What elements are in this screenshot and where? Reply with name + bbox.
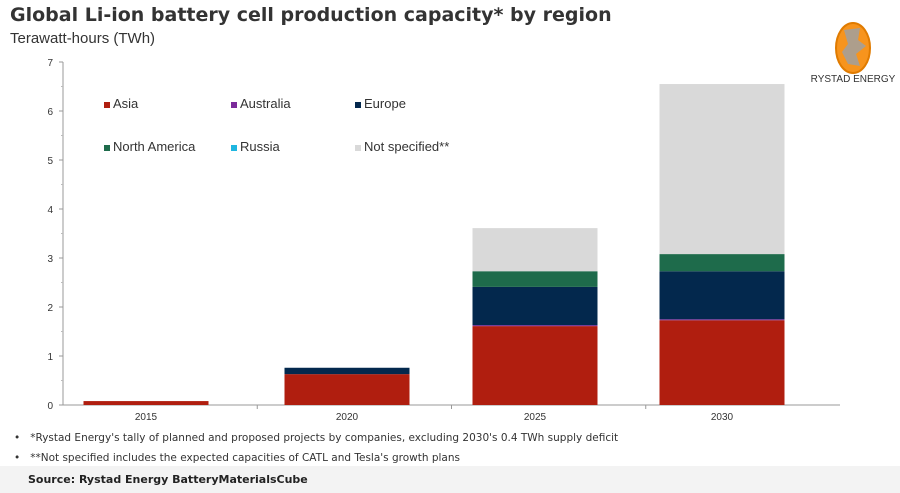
bar-not-specified--2025 [472, 228, 598, 272]
legend-label: North America [113, 139, 196, 154]
bar-australia-2025 [472, 325, 598, 327]
footer-band [0, 466, 900, 493]
footnote-1-text: *Rystad Energy's tally of planned and pr… [30, 432, 619, 444]
chart-subtitle: Terawatt-hours (TWh) [10, 30, 156, 47]
legend-label: Australia [240, 96, 291, 111]
footnote-2: • **Not specified includes the expected … [14, 452, 460, 464]
legend-swatch [104, 102, 110, 108]
bar-asia-2025 [472, 326, 598, 405]
rystad-logo-icon [835, 22, 871, 74]
legend-label: Not specified** [364, 139, 449, 154]
bar-north-america-2025 [472, 271, 598, 287]
bar-asia-2030 [659, 320, 785, 405]
source-text: Source: Rystad Energy BatteryMaterialsCu… [28, 473, 308, 486]
x-tick-label: 2025 [524, 412, 547, 423]
bar-asia-2020 [284, 374, 410, 405]
chart-title: Global Li-ion battery cell production ca… [10, 4, 612, 26]
y-tick-label: 6 [47, 107, 53, 118]
legend-swatch [231, 102, 237, 108]
y-tick-label: 2 [47, 303, 53, 314]
footnote-2-text: **Not specified includes the expected ca… [30, 452, 460, 464]
bar-not-specified--2030 [659, 84, 785, 255]
y-tick-label: 0 [47, 401, 53, 412]
legend-swatch [231, 145, 237, 151]
legend-swatch [355, 145, 361, 151]
bar-europe-2030 [659, 271, 785, 320]
legend-label: Europe [364, 96, 406, 111]
bar-europe-2025 [472, 286, 598, 326]
bar-australia-2030 [659, 319, 785, 321]
logo-text: RYSTAD ENERGY [810, 74, 896, 85]
footnote-1: • *Rystad Energy's tally of planned and … [14, 432, 619, 444]
legend-swatch [355, 102, 361, 108]
y-tick-label: 5 [47, 156, 53, 167]
legend-label: Asia [113, 96, 139, 111]
y-tick-label: 4 [47, 205, 53, 216]
bar-europe-2020 [284, 367, 410, 375]
bar-asia-2015 [83, 401, 209, 405]
bar-north-america-2030 [659, 254, 785, 272]
y-tick-label: 7 [47, 58, 53, 69]
legend-label: Russia [240, 139, 281, 154]
x-tick-label: 2030 [711, 412, 734, 423]
x-tick-label: 2015 [135, 412, 158, 423]
y-tick-label: 3 [47, 254, 53, 265]
x-tick-label: 2020 [336, 412, 359, 423]
y-tick-label: 1 [47, 352, 53, 363]
stacked-bar-chart: 0 1 2 3 4 5 6 7 2015 2020 2025 2030 Asia Australia Eur… [47, 58, 840, 423]
legend-swatch [104, 145, 110, 151]
